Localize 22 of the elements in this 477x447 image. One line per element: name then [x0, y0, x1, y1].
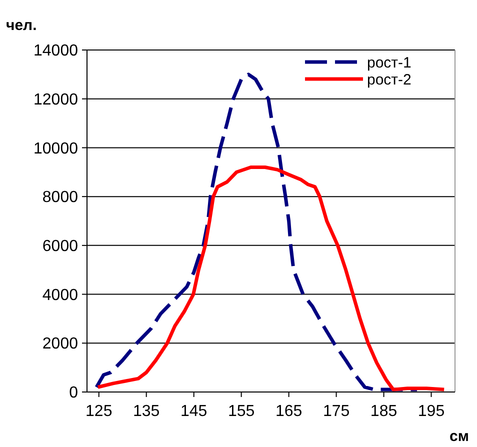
line-series: [94, 72, 419, 392]
x-tick-label: 135: [133, 403, 160, 420]
line-series: [96, 166, 446, 392]
y-tick-label: 6000: [42, 238, 78, 256]
x-tick-label: 185: [370, 403, 398, 420]
y-tick-label: 10000: [34, 140, 78, 158]
x-tick-label: 155: [228, 403, 255, 420]
legend-label: рост-2: [367, 71, 412, 88]
x-tick-label: 195: [418, 403, 445, 420]
y-tick-label: 4000: [42, 286, 78, 304]
x-tick-label: 125: [86, 403, 112, 420]
y-axis-title: чел.: [6, 17, 37, 34]
x-tick-label: 165: [275, 403, 302, 420]
y-tick-label: 2000: [42, 336, 78, 353]
x-axis-title: см: [450, 428, 469, 445]
y-tick-label: 0: [69, 384, 78, 402]
y-tick-label: 8000: [42, 189, 78, 206]
x-tick-label: 175: [322, 403, 350, 420]
x-tick-label: 145: [180, 403, 208, 420]
legend-label: рост-1: [367, 54, 412, 72]
y-tick-label: 14000: [34, 42, 78, 60]
y-tick-label: 12000: [34, 91, 78, 108]
